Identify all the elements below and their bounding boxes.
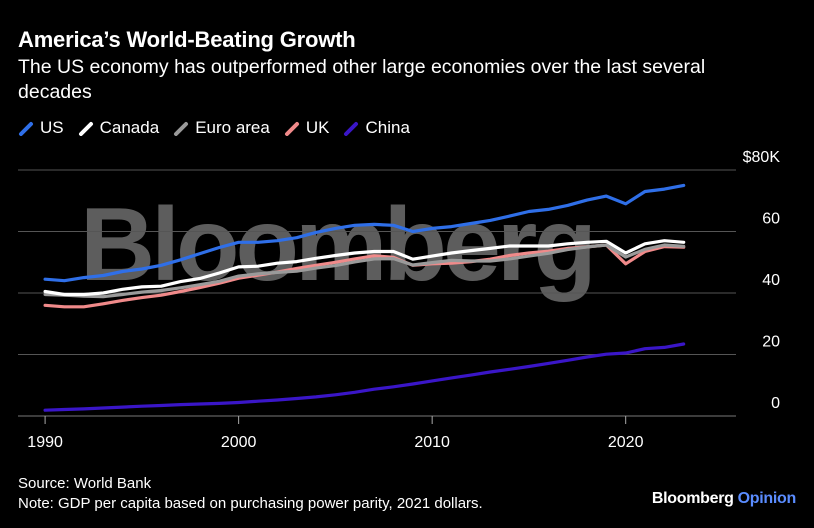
legend-label: Euro area — [195, 118, 270, 137]
legend-label: Canada — [99, 118, 160, 137]
legend-label: UK — [305, 118, 330, 137]
source-text: Source: World Bank — [18, 475, 152, 492]
legend-item-uk: UK — [284, 118, 330, 138]
legend-item-us: US — [18, 118, 64, 138]
x-tick-label: 2000 — [221, 434, 257, 451]
y-tick-label: 40 — [762, 272, 780, 289]
series-line-us — [43, 183, 686, 283]
x-tick-label: 2020 — [608, 434, 644, 451]
legend-item-euro-area: Euro area — [173, 118, 270, 138]
source-note: Source: World Bank Note: GDP per capita … — [18, 474, 483, 514]
y-tick-label: 0 — [771, 395, 780, 412]
x-tick-label: 2010 — [414, 434, 450, 451]
brand-logo: Bloomberg Opinion — [652, 490, 796, 508]
series-line-china — [43, 342, 686, 412]
legend-item-canada: Canada — [78, 118, 160, 138]
legend: US Canada Euro area UK China — [18, 118, 424, 138]
legend-swatch — [78, 122, 93, 136]
brand-sub: Opinion — [737, 490, 797, 507]
chart-subtitle: The US economy has outperformed other la… — [18, 56, 706, 103]
legend-swatch — [284, 122, 299, 136]
note-text: Note: GDP per capita based on purchasing… — [18, 495, 483, 512]
y-tick-label: $80K — [743, 149, 781, 166]
y-tick-label: 60 — [762, 211, 780, 228]
y-tick-label: 20 — [762, 334, 780, 351]
brand-main: Bloomberg — [651, 490, 734, 507]
legend-swatch — [174, 122, 189, 136]
legend-label: China — [365, 118, 410, 137]
series-line-euro-area — [43, 243, 686, 299]
legend-item-china: China — [343, 118, 410, 138]
series-line-uk — [43, 243, 686, 309]
chart-title: America’s World-Beating Growth — [18, 27, 356, 52]
x-tick-label: 1990 — [27, 434, 63, 451]
series-line-canada — [43, 239, 686, 297]
legend-swatch — [344, 122, 359, 136]
legend-swatch — [19, 122, 33, 136]
legend-label: US — [40, 118, 64, 137]
